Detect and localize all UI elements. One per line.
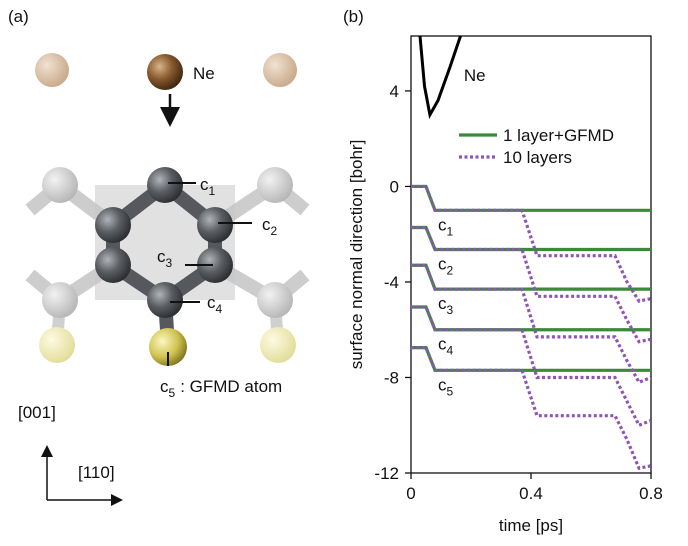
y-axis-label: surface normal direction [bohr] <box>347 140 366 370</box>
lattice <box>30 53 305 500</box>
plot-area <box>411 36 651 468</box>
curve-label: c3 <box>438 294 454 317</box>
label-subscript: 5 <box>447 384 454 398</box>
y-tick-label: 4 <box>390 82 399 101</box>
x-tick-label: 0 <box>406 484 415 503</box>
ne-trajectory <box>420 36 461 115</box>
series-line <box>411 348 651 469</box>
series-label: Ne <box>464 66 486 85</box>
panel-label: (b) <box>343 7 364 26</box>
label-subscript: 1 <box>209 184 216 198</box>
x-axis-label: time [ps] <box>499 516 563 535</box>
panel-label: (a) <box>8 7 29 26</box>
axis-direction: [001] <box>18 403 56 422</box>
x-tick-label: 0.4 <box>519 484 543 503</box>
label-subscript: 2 <box>271 224 278 238</box>
label-subscript: 3 <box>166 256 173 270</box>
label-subscript: 3 <box>447 303 454 317</box>
label-subscript: 2 <box>447 263 454 277</box>
label-subscript: 4 <box>447 344 454 358</box>
figure: (a) (b) Ne <box>0 0 688 541</box>
curve-label: c5 <box>438 375 454 398</box>
y-tick-label: 0 <box>390 177 399 196</box>
y-tick-label: -8 <box>384 368 399 387</box>
y-tick-label: -12 <box>374 464 399 483</box>
x-tick-label: 0.8 <box>639 484 663 503</box>
legend-label: 10 layers <box>503 148 572 167</box>
atom-label: c2 <box>262 215 278 238</box>
axis-direction: [110] <box>78 463 115 482</box>
series-line <box>411 307 651 425</box>
atom-label: c5: GFMD atom <box>160 377 282 400</box>
series-line <box>411 228 651 342</box>
label-note: : GFMD atom <box>180 377 282 396</box>
legend-label: 1 layer+GFMD <box>503 126 614 145</box>
y-tick-label: -4 <box>384 273 399 292</box>
series-line <box>411 186 651 301</box>
curve-label: c4 <box>438 335 454 358</box>
label-subscript: 1 <box>447 224 454 238</box>
curve-label: c2 <box>438 254 454 277</box>
atom-label: Ne <box>193 64 215 83</box>
series-line <box>411 186 651 210</box>
label-subscript: 4 <box>216 302 223 316</box>
label-subscript: 5 <box>169 386 176 400</box>
curve-label: c1 <box>438 215 454 238</box>
